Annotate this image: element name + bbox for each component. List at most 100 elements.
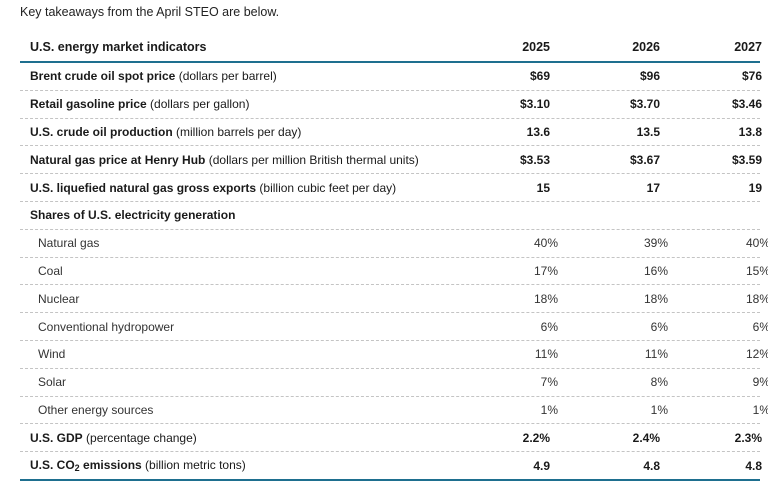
value-cell-2026: 17 (646, 180, 660, 195)
value-cell-2027: $3.59 (731, 152, 762, 167)
table-row: Other energy sources 1% 1% 1% (20, 397, 768, 425)
value-cell-2027: 6% (752, 319, 768, 334)
row-label: Wind (20, 347, 448, 361)
row-name: Shares of U.S. electricity generation (30, 208, 236, 223)
table-row: Retail gasoline price (dollars per gallo… (20, 91, 762, 119)
value-cell-2027: 9% (752, 375, 768, 390)
table-row: Brent crude oil spot price (dollars per … (20, 63, 762, 91)
value-cell-2027: $3.46 (731, 97, 762, 112)
value-cell-2026: $3.70 (629, 97, 660, 112)
row-unit: (percentage change) (82, 430, 197, 445)
row-name: Coal (38, 263, 63, 278)
value-cell-2026: 18% (643, 291, 668, 306)
row-label: Coal (20, 264, 448, 278)
value-cell-2026: 6% (650, 319, 668, 334)
row-label: Nuclear (20, 292, 448, 306)
row-label: U.S. crude oil production (million barre… (20, 125, 440, 139)
value-cell-2025: $3.10 (519, 97, 550, 112)
value-cell-2025: 1% (540, 402, 558, 417)
value-cell-2026: 4.8 (643, 458, 660, 473)
row-unit: (dollars per barrel) (175, 69, 277, 84)
row-unit: (million barrels per day) (172, 124, 302, 139)
value-cell-2027: 15% (745, 263, 768, 278)
row-unit: (billion cubic feet per day) (256, 180, 397, 195)
row-name: U.S. liquefied natural gas gross exports (30, 180, 257, 195)
table-row: Solar 7% 8% 9% (20, 369, 768, 397)
value-cell-2026: 13.5 (636, 124, 660, 139)
value-cell-2027: 13.8 (738, 124, 762, 139)
header-year-2025: 2025 (522, 40, 550, 54)
value-cell-2027: 1% (752, 402, 768, 417)
value-cell-2025: 11% (534, 347, 558, 362)
value-cell-2026: 8% (650, 375, 668, 390)
value-cell-2025: 7% (540, 375, 558, 390)
row-label: Solar (20, 375, 448, 389)
table-row: U.S. liquefied natural gas gross exports… (20, 174, 762, 202)
row-name: U.S. crude oil production (30, 124, 173, 139)
header-label: U.S. energy market indicators (30, 40, 207, 54)
row-name: Retail gasoline price (30, 97, 147, 112)
row-label: Retail gasoline price (dollars per gallo… (20, 97, 440, 111)
value-cell-2025: 6% (540, 319, 558, 334)
row-label: U.S. GDP (percentage change) (20, 431, 440, 445)
value-cell-2025: 17% (533, 263, 558, 278)
value-cell-2025: 18% (533, 291, 558, 306)
table-row: U.S. GDP (percentage change) 2.2% 2.4% 2.3% (20, 424, 762, 453)
value-cell-2025: 4.9 (533, 458, 550, 473)
value-cell-2026: 2.4% (632, 430, 660, 445)
row-unit: (dollars per gallon) (146, 97, 250, 112)
value-cell-2027: 19 (748, 180, 762, 195)
table-row: U.S. crude oil production (million barre… (20, 119, 762, 147)
value-cell-2027: 12% (745, 347, 768, 362)
row-unit: (dollars per million British thermal uni… (205, 152, 419, 167)
value-cell-2026: 16% (643, 263, 668, 278)
row-name: Other energy sources (38, 402, 154, 417)
row-label: Other energy sources (20, 403, 448, 417)
row-label: U.S. liquefied natural gas gross exports… (20, 181, 440, 195)
row-name: U.S. CO (30, 458, 75, 473)
row-label: U.S. CO2 emissions (billion metric tons) (20, 458, 440, 473)
table-row: Shares of U.S. electricity generation (20, 202, 760, 230)
value-cell-2025: $3.53 (519, 152, 550, 167)
row-name-suffix: emissions (79, 458, 142, 473)
header-year-2027: 2027 (734, 40, 762, 54)
value-cell-2025: 15 (536, 180, 550, 195)
table-row: U.S. CO2 emissions (billion metric tons)… (20, 452, 762, 481)
row-label: Conventional hydropower (20, 320, 448, 334)
value-cell-2025: 2.2% (522, 430, 550, 445)
value-cell-2025: 40% (533, 236, 558, 251)
value-cell-2026: 1% (650, 402, 668, 417)
value-cell-2026: 39% (643, 236, 668, 251)
table-row: Natural gas 40% 39% 40% (20, 230, 768, 258)
value-cell-2026: $96 (639, 69, 660, 84)
table-row: Nuclear 18% 18% 18% (20, 285, 768, 314)
row-name: Nuclear (38, 291, 80, 306)
row-unit: (billion metric tons) (141, 458, 246, 473)
row-name: Conventional hydropower (38, 319, 175, 334)
row-name: Solar (38, 375, 67, 390)
header-year-2026: 2026 (632, 40, 660, 54)
value-cell-2027: 2.3% (734, 430, 762, 445)
table-header: U.S. energy market indicators 2025 2026 … (20, 33, 762, 63)
value-cell-2027: 18% (745, 291, 768, 306)
table-row: Coal 17% 16% 15% (20, 258, 768, 286)
table-row: Conventional hydropower 6% 6% 6% (20, 313, 768, 341)
value-cell-2026: $3.67 (629, 152, 660, 167)
value-cell-2026: 11% (644, 347, 668, 362)
intro-text: Key takeaways from the April STEO are be… (20, 5, 280, 19)
row-name-subscript: 2 (74, 463, 80, 474)
row-name: U.S. GDP (30, 430, 83, 445)
row-name: Brent crude oil spot price (30, 69, 176, 84)
row-label: Brent crude oil spot price (dollars per … (20, 69, 440, 83)
value-cell-2025: 13.6 (526, 124, 550, 139)
table-body: Brent crude oil spot price (dollars per … (20, 63, 768, 481)
row-label: Natural gas price at Henry Hub (dollars … (20, 153, 440, 167)
row-label: Shares of U.S. electricity generation (20, 208, 440, 222)
row-name: Natural gas price at Henry Hub (30, 152, 206, 167)
table-row: Natural gas price at Henry Hub (dollars … (20, 146, 762, 175)
indicators-table: U.S. energy market indicators 2025 2026 … (20, 33, 768, 481)
value-cell-2025: $69 (529, 69, 550, 84)
table-row: Wind 11% 11% 12% (20, 341, 768, 369)
value-cell-2027: 40% (745, 236, 768, 251)
row-label: Natural gas (20, 236, 448, 250)
